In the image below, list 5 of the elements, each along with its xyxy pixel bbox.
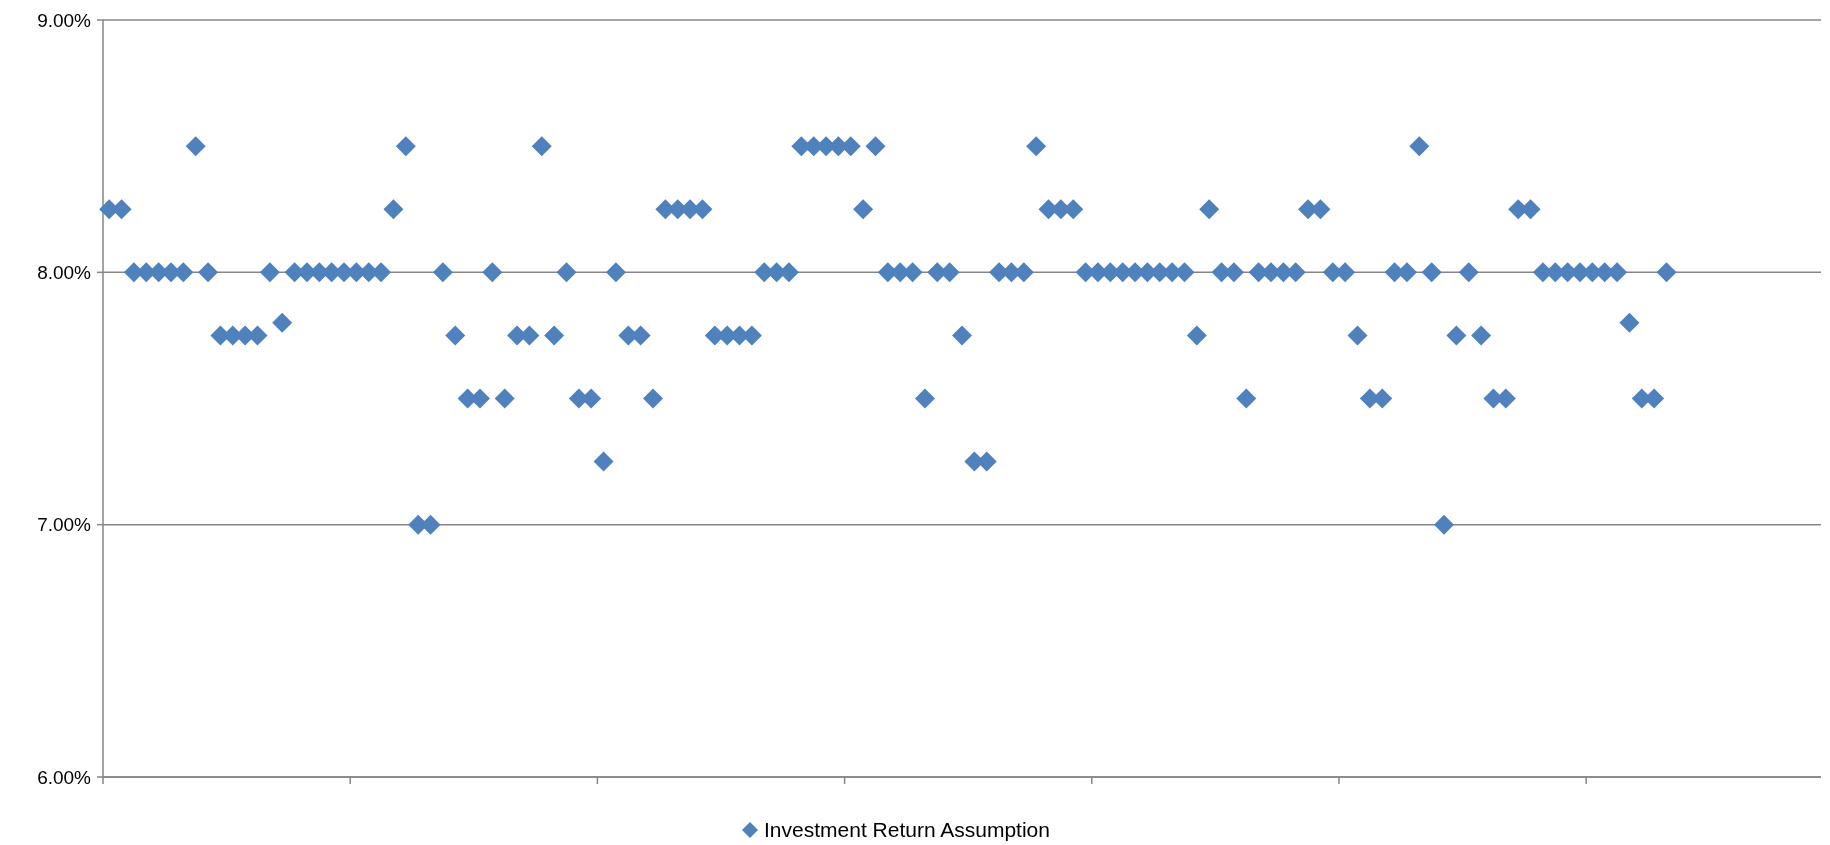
y-tick-label: 9.00% [37, 9, 92, 31]
y-tick-label: 8.00% [37, 261, 92, 283]
legend-label: Investment Return Assumption [764, 818, 1050, 842]
y-tick-label: 6.00% [37, 766, 92, 788]
y-tick-label: 7.00% [37, 514, 92, 536]
